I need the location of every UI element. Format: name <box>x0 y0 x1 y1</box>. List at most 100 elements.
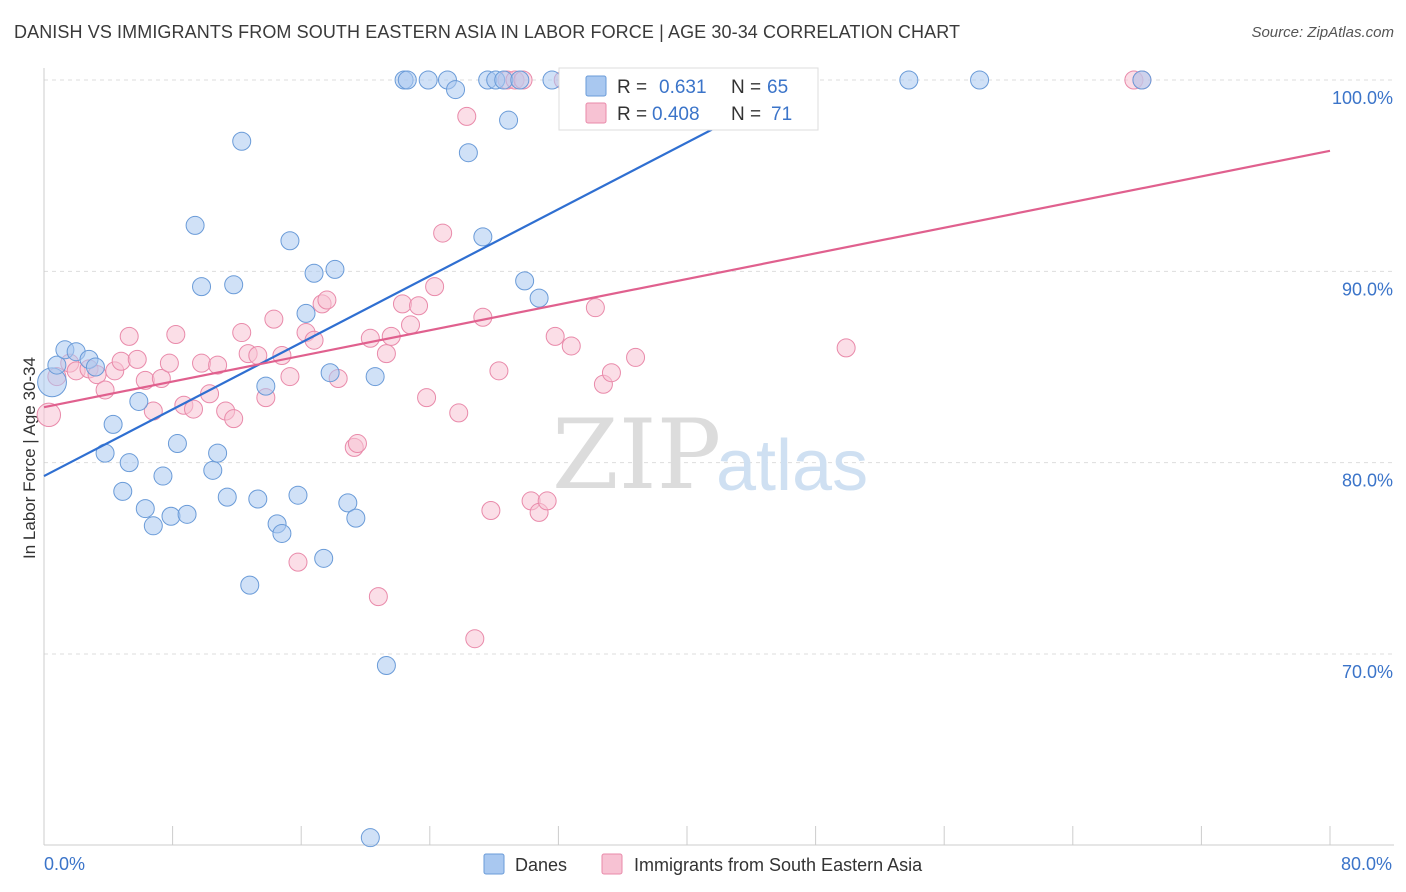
bottom-legend-swatch-danes <box>483 853 505 875</box>
danes-data-point <box>360 828 380 848</box>
y-axis-label: In Labor Force | Age 30-34 <box>20 357 39 559</box>
legend-danes-n-value: 65 <box>767 77 788 98</box>
danes-data-point <box>103 414 123 434</box>
danes-data-point <box>135 499 155 519</box>
immigrants-data-point <box>264 309 284 329</box>
danes-data-point <box>167 434 187 454</box>
danes-data-point <box>85 357 105 377</box>
danes-data-point <box>280 231 300 251</box>
legend-immigrants-r-value: 0.408 <box>652 104 700 125</box>
danes-data-point <box>529 288 549 308</box>
immigrants-data-point <box>183 399 203 419</box>
trend-line-danes <box>43 79 809 478</box>
immigrants-data-point <box>119 326 139 346</box>
danes-data-point <box>119 453 139 473</box>
immigrants-data-point <box>232 323 252 343</box>
danes-data-point <box>499 110 519 130</box>
y-tick-label: 100.0% <box>1332 88 1393 108</box>
immigrants-data-point <box>409 296 429 316</box>
y-tick-labels: 70.0% 80.0% 90.0% 100.0% <box>1332 88 1393 682</box>
danes-data-point <box>192 277 212 297</box>
danes-data-point <box>47 355 67 375</box>
immigrants-data-point <box>127 349 147 369</box>
immigrants-data-point <box>457 106 477 126</box>
danes-data-point <box>288 485 308 505</box>
bottom-legend-immigrants: Immigrants from South Eastern Asia <box>634 855 923 875</box>
danes-data-point <box>376 655 396 675</box>
immigrants-data-point <box>36 402 62 428</box>
immigrants-data-point <box>585 298 605 318</box>
danes-data-point <box>203 460 223 480</box>
danes-data-point <box>320 363 340 383</box>
immigrants-data-point <box>545 326 565 346</box>
danes-data-point <box>296 303 316 323</box>
correlation-legend: R = 0.631 N = 65 R = 0.408 N = 71 <box>558 67 819 131</box>
immigrants-data-point <box>473 307 493 327</box>
bottom-legend-swatch-immigrants <box>601 853 623 875</box>
danes-data-point <box>113 481 133 501</box>
immigrants-data-point <box>417 388 437 408</box>
legend-danes-r-label: R = <box>617 77 647 98</box>
legend-swatch-danes <box>585 75 607 97</box>
legend-immigrants-n-label: N = <box>731 104 761 125</box>
watermark-atlas: atlas <box>716 426 868 506</box>
danes-data-point <box>397 70 417 90</box>
immigrants-data-point <box>626 347 646 367</box>
danes-data-point <box>515 271 535 291</box>
immigrants-data-point <box>111 351 131 371</box>
danes-data-point <box>304 263 324 283</box>
immigrants-data-point <box>159 353 179 373</box>
danes-data-point <box>338 493 358 513</box>
immigrants-data-point <box>360 328 380 348</box>
danes-data-point <box>1132 70 1152 90</box>
immigrants-data-point <box>280 367 300 387</box>
danes-data-point <box>208 443 228 463</box>
danes-data-point <box>177 504 197 524</box>
immigrants-data-point <box>601 363 621 383</box>
danes-data-point <box>217 487 237 507</box>
danes-data-point <box>325 259 345 279</box>
immigrants-data-point <box>317 290 337 310</box>
danes-data-point <box>185 215 205 235</box>
immigrants-data-point <box>401 315 421 335</box>
danes-data-point <box>473 227 493 247</box>
immigrants-data-point <box>376 344 396 364</box>
danes-data-point <box>458 143 478 163</box>
danes-data-point <box>224 275 244 295</box>
immigrants-data-point <box>836 338 856 358</box>
immigrants-data-point <box>224 409 244 429</box>
immigrants-data-point <box>208 355 228 375</box>
legend-swatch-immigrants <box>585 102 607 124</box>
danes-data-point <box>256 376 276 396</box>
immigrants-data-point <box>166 324 186 344</box>
legend-immigrants-n-value: 71 <box>771 104 792 125</box>
legend-danes-n-label: N = <box>731 77 761 98</box>
immigrants-data-point <box>368 587 388 607</box>
danes-data-point <box>418 70 438 90</box>
danes-data-point <box>153 466 173 486</box>
watermark-zip: ZIP <box>552 399 721 511</box>
immigrants-data-point <box>392 294 412 314</box>
immigrants-data-point <box>425 277 445 297</box>
x-axis-ticks <box>172 826 1331 845</box>
danes-data-point <box>510 70 530 90</box>
immigrants-data-point <box>449 403 469 423</box>
immigrants-data-point <box>347 434 367 454</box>
danes-data-point <box>346 508 366 528</box>
danes-data-point <box>365 367 385 387</box>
danes-data-point <box>232 131 252 151</box>
source-label: Source: ZipAtlas.com <box>1251 24 1394 41</box>
series-danes-points <box>37 70 1152 848</box>
danes-data-point <box>542 70 562 90</box>
legend-danes-r-value: 0.631 <box>659 77 707 98</box>
immigrants-data-point <box>433 223 453 243</box>
legend-immigrants-r-label: R = <box>617 104 647 125</box>
series-immigrants-points <box>36 70 1152 649</box>
danes-data-point <box>240 575 260 595</box>
danes-data-point <box>129 391 149 411</box>
danes-data-point <box>161 506 181 526</box>
immigrants-data-point <box>465 629 485 649</box>
danes-data-point <box>272 523 292 543</box>
immigrants-data-point <box>537 491 557 511</box>
